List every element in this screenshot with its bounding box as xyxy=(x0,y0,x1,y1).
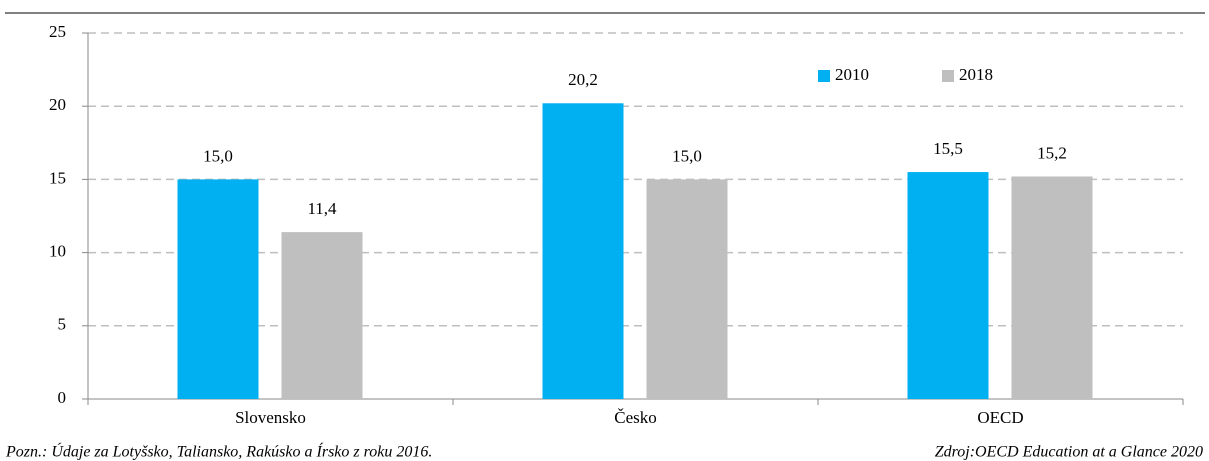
footnote: Pozn.: Údaje za Lotyšsko, Taliansko, Rak… xyxy=(5,442,432,461)
data-label: 20,2 xyxy=(568,70,598,89)
x-tick-label: Česko xyxy=(614,408,657,427)
bar xyxy=(646,179,728,399)
legend-swatch xyxy=(942,70,954,82)
data-label: 11,4 xyxy=(307,199,337,218)
legend-swatch xyxy=(818,70,830,82)
data-label: 15,0 xyxy=(203,146,233,165)
legend-label: 2018 xyxy=(959,65,993,84)
bar xyxy=(281,232,363,399)
x-tick-label: OECD xyxy=(977,408,1023,427)
legend-label: 2010 xyxy=(835,65,869,84)
data-label: 15,5 xyxy=(933,139,963,158)
x-tick-label: Slovensko xyxy=(235,408,306,427)
y-tick-label: 25 xyxy=(49,22,66,41)
y-tick-label: 10 xyxy=(49,242,66,261)
y-tick-label: 20 xyxy=(49,95,66,114)
data-label: 15,0 xyxy=(672,146,702,165)
y-tick-label: 0 xyxy=(58,388,67,407)
y-tick-label: 15 xyxy=(49,168,66,187)
bar xyxy=(1011,176,1093,399)
bar xyxy=(177,179,259,399)
y-tick-label: 5 xyxy=(58,315,67,334)
data-label: 15,2 xyxy=(1037,143,1067,162)
bar xyxy=(542,103,624,399)
source-note: Zdroj:OECD Education at a Glance 2020 xyxy=(935,444,1203,461)
bar xyxy=(907,172,989,399)
